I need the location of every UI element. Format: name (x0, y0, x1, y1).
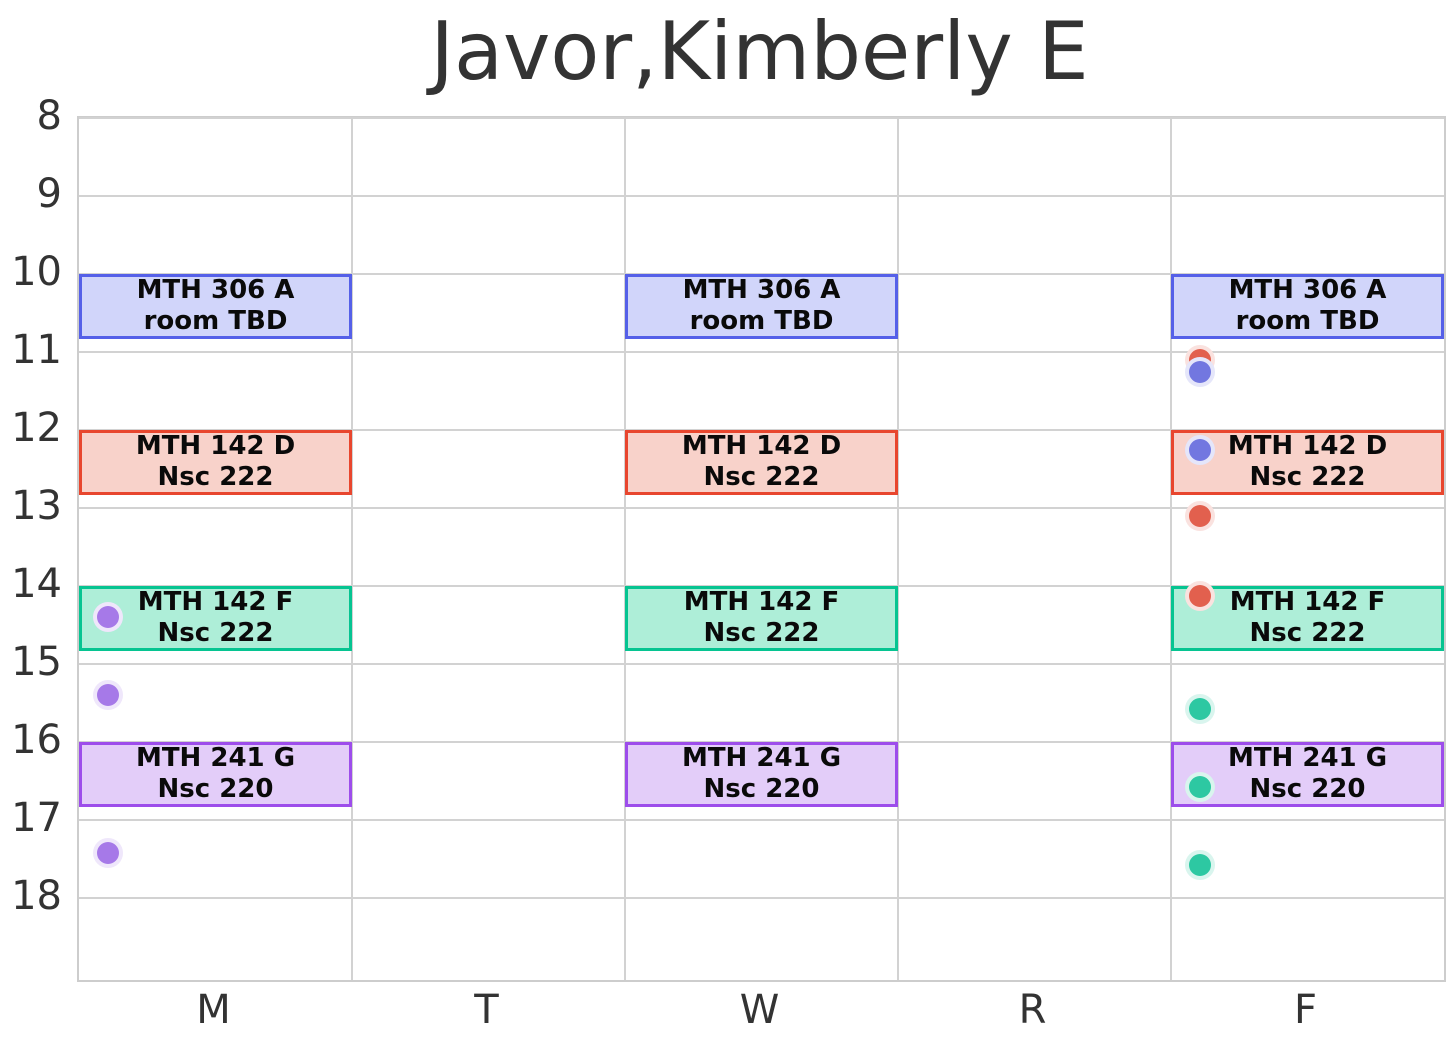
x-axis-tick-label: M (196, 987, 231, 1033)
course-label: MTH 142 F (683, 587, 840, 618)
gridline-horizontal (79, 195, 1444, 197)
course-block: MTH 142 D Nsc 222 (79, 430, 352, 495)
course-block: MTH 142 F Nsc 222 (625, 586, 898, 651)
room-label: room TBD (143, 306, 288, 337)
course-block: MTH 142 F Nsc 222 (1171, 586, 1444, 651)
course-label: MTH 142 F (137, 587, 294, 618)
room-label: Nsc 222 (703, 462, 820, 493)
course-label: MTH 306 A (682, 275, 841, 306)
y-axis-tick-label: 14 (11, 561, 62, 608)
y-axis-tick-label: 15 (11, 639, 62, 686)
scatter-dot (1185, 500, 1215, 531)
room-label: Nsc 222 (1249, 462, 1366, 493)
room-label: room TBD (1235, 306, 1380, 337)
course-label: MTH 241 G (135, 743, 296, 774)
course-block: MTH 142 D Nsc 222 (625, 430, 898, 495)
course-label: MTH 142 D (681, 431, 842, 462)
course-label: MTH 241 G (681, 743, 842, 774)
scatter-dot (93, 837, 123, 868)
chart-title: Javor,Kimberly E (430, 5, 1089, 98)
gridline-horizontal (79, 663, 1444, 666)
course-label: MTH 142 D (1227, 431, 1388, 462)
room-label: Nsc 220 (703, 774, 820, 805)
course-label: MTH 142 D (135, 431, 296, 462)
scatter-dot (1185, 771, 1215, 802)
room-label: Nsc 220 (1249, 774, 1366, 805)
x-axis-tick-label: F (1293, 987, 1317, 1033)
room-label: Nsc 222 (157, 618, 274, 649)
scatter-dot (1185, 693, 1215, 724)
room-label: room TBD (689, 306, 834, 337)
course-block: MTH 241 G Nsc 220 (1171, 742, 1444, 807)
y-axis-tick-label: 18 (11, 873, 62, 920)
room-label: Nsc 220 (157, 774, 274, 805)
gridline-vertical (897, 118, 899, 980)
y-axis-tick-label: 11 (11, 327, 62, 374)
scatter-dot (93, 680, 123, 711)
course-label: MTH 306 A (1228, 275, 1387, 306)
course-block: MTH 241 G Nsc 220 (79, 742, 352, 807)
scatter-dot (1185, 434, 1215, 465)
gridline-horizontal (79, 117, 1444, 119)
y-axis-tick-label: 13 (11, 483, 62, 530)
gridline-horizontal (79, 819, 1444, 822)
course-label: MTH 142 F (1229, 587, 1386, 618)
x-axis-tick-label: W (739, 987, 780, 1033)
y-axis-tick-label: 16 (11, 717, 62, 764)
y-axis-tick-label: 12 (11, 405, 62, 452)
room-label: Nsc 222 (703, 618, 820, 649)
scatter-dot (1185, 849, 1215, 880)
course-label: MTH 241 G (1227, 743, 1388, 774)
gridline-vertical (624, 118, 626, 980)
course-label: MTH 306 A (136, 275, 295, 306)
room-label: Nsc 222 (1249, 618, 1366, 649)
scatter-dot (1185, 581, 1215, 612)
course-block: MTH 142 F Nsc 222 (79, 586, 352, 651)
gridline-vertical (351, 118, 353, 980)
x-axis-tick-label: T (474, 987, 499, 1033)
x-axis-tick-label: R (1018, 987, 1047, 1033)
scatter-dot (1185, 357, 1215, 388)
y-axis-tick-label: 9 (36, 171, 62, 217)
y-axis-tick-label: 10 (11, 249, 62, 296)
gridline-horizontal (79, 897, 1444, 900)
course-block: MTH 241 G Nsc 220 (625, 742, 898, 807)
course-block: MTH 142 D Nsc 222 (1171, 430, 1444, 495)
gridline-horizontal (79, 507, 1444, 510)
room-label: Nsc 222 (157, 462, 274, 493)
y-axis-tick-label: 8 (36, 93, 62, 139)
gridline-horizontal (79, 351, 1444, 354)
y-axis-tick-label: 17 (11, 795, 62, 842)
gridline-vertical (1170, 118, 1172, 980)
scatter-dot (93, 602, 123, 633)
